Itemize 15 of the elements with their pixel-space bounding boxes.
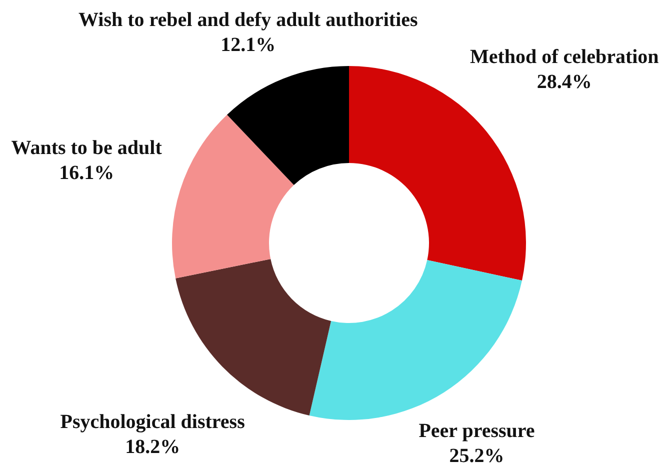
data-label: 16.1% bbox=[59, 162, 114, 184]
slice-label: Wish to rebel and defy adult authorities bbox=[78, 9, 418, 31]
slice-label: Psychological distress bbox=[60, 411, 246, 434]
donut-slice bbox=[176, 258, 332, 416]
donut-slice bbox=[349, 66, 526, 281]
donut-slice bbox=[309, 260, 522, 420]
donut-slice bbox=[172, 114, 294, 278]
data-label: 28.4% bbox=[536, 70, 592, 93]
slice-label: Peer pressure bbox=[418, 420, 535, 442]
slice-label: Wants to be adult bbox=[11, 136, 162, 159]
data-label: 18.2% bbox=[125, 436, 180, 458]
slice-label: Method of celebration bbox=[470, 46, 659, 68]
data-label: 12.1% bbox=[220, 34, 276, 56]
data-label: 25.2% bbox=[449, 445, 504, 467]
donut-slice bbox=[227, 66, 349, 186]
